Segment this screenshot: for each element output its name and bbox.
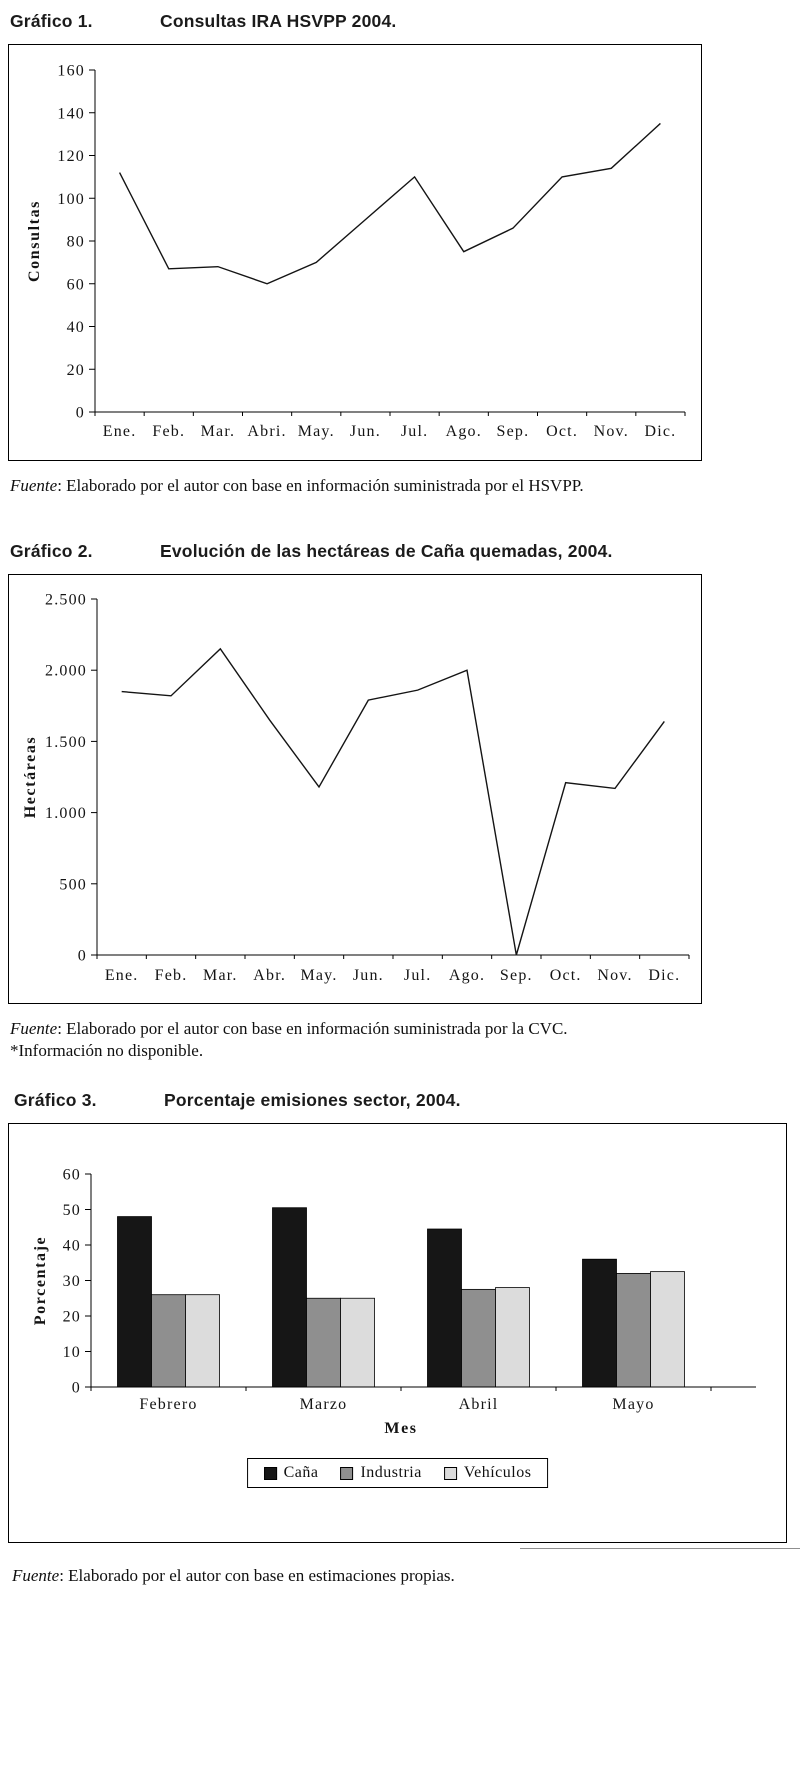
svg-text:2.000: 2.000: [45, 663, 87, 680]
svg-text:1.000: 1.000: [45, 805, 87, 822]
svg-text:May.: May.: [300, 967, 337, 984]
svg-text:120: 120: [57, 148, 85, 165]
svg-text:500: 500: [59, 876, 87, 893]
svg-text:Jun.: Jun.: [353, 967, 384, 984]
legend-item-vehiculos: Vehículos: [443, 1464, 532, 1482]
svg-text:Abr.: Abr.: [253, 967, 286, 984]
hectareas-line-chart-frame: 0 500 1.000 1.500 2.000 2.500 Hectáreas Ene. Feb…: [8, 574, 702, 1004]
legend-label-industria: Industria: [360, 1464, 422, 1481]
svg-text:60: 60: [67, 276, 85, 293]
figure-3: Gráfico 3. Porcentaje emisiones sector, 2…: [0, 1087, 800, 1586]
svg-text:Abri.: Abri.: [247, 423, 286, 440]
svg-text:Mar.: Mar.: [201, 423, 236, 440]
figure-2-title: Evolución de las hectáreas de Caña quema…: [160, 541, 613, 561]
svg-text:0: 0: [76, 405, 85, 422]
legend-swatch-vehiculos: [443, 1466, 457, 1480]
legend-label-vehiculos: Vehículos: [463, 1464, 532, 1481]
figure-1-source-text: : Elaborado por el autor con base en inf…: [57, 476, 584, 495]
svg-text:Ago.: Ago.: [446, 423, 482, 440]
svg-text:Porcentaje: Porcentaje: [32, 1236, 49, 1325]
emisiones-bar-chart-frame: 0 10 20 30 40 50 60 Porcentaje Febrero Marzo Abril…: [8, 1123, 787, 1543]
svg-text:140: 140: [57, 105, 85, 122]
svg-text:Feb.: Feb.: [152, 423, 185, 440]
svg-text:Marzo: Marzo: [300, 1396, 348, 1413]
svg-text:Febrero: Febrero: [139, 1396, 197, 1413]
hectareas-line-chart: 0 500 1.000 1.500 2.000 2.500 Hectáreas Ene. Feb…: [22, 592, 690, 984]
svg-text:40: 40: [63, 1238, 81, 1255]
figure-3-heading: Gráfico 3. Porcentaje emisiones sector, 2…: [14, 1087, 800, 1113]
legend-swatch-cana: [263, 1466, 277, 1480]
chart-legend: Caña Industria Vehículos: [246, 1458, 549, 1488]
figure-3-source-word: Fuente: [12, 1566, 60, 1585]
svg-text:0: 0: [72, 1380, 81, 1397]
svg-text:Mayo: Mayo: [612, 1396, 654, 1413]
svg-text:Hectáreas: Hectáreas: [22, 736, 39, 819]
svg-text:Dic.: Dic.: [648, 967, 680, 984]
svg-text:Jul.: Jul.: [404, 967, 431, 984]
figure-1-title: Consultas IRA HSVPP 2004.: [160, 11, 397, 31]
svg-text:Jun.: Jun.: [350, 423, 381, 440]
svg-text:Oct.: Oct.: [550, 967, 582, 984]
svg-text:2.500: 2.500: [45, 592, 87, 609]
legend-swatch-industria: [340, 1466, 354, 1480]
figure-2-source-text: : Elaborado por el autor con base en inf…: [57, 1019, 568, 1038]
legend-label-cana: Caña: [283, 1464, 319, 1481]
figure-2-source: Fuente: Elaborado por el autor con base …: [10, 1018, 800, 1039]
svg-text:0: 0: [78, 948, 87, 965]
figure-3-source-text: : Elaborado por el autor con base en est…: [59, 1566, 455, 1585]
svg-text:30: 30: [63, 1273, 81, 1290]
svg-text:Nov.: Nov.: [597, 967, 632, 984]
figure-3-source: Fuente: Elaborado por el autor con base …: [12, 1565, 800, 1586]
svg-text:Ene.: Ene.: [103, 423, 137, 440]
figure-1: Gráfico 1. Consultas IRA HSVPP 2004. 0 20 4…: [0, 8, 800, 496]
figure-3-title: Porcentaje emisiones sector, 2004.: [164, 1090, 461, 1110]
svg-text:100: 100: [57, 191, 85, 208]
figure-2-source-word: Fuente: [10, 1019, 58, 1038]
svg-text:Sep.: Sep.: [497, 423, 530, 440]
svg-text:Oct.: Oct.: [546, 423, 578, 440]
svg-text:Sep.: Sep.: [500, 967, 533, 984]
svg-text:Ago.: Ago.: [449, 967, 485, 984]
legend-item-industria: Industria: [340, 1464, 421, 1482]
svg-text:20: 20: [63, 1309, 81, 1326]
svg-text:60: 60: [63, 1167, 81, 1184]
figure-1-source: Fuente: Elaborado por el autor con base …: [10, 475, 800, 496]
footer-rule: [520, 1548, 800, 1549]
figure-1-heading: Gráfico 1. Consultas IRA HSVPP 2004.: [10, 8, 800, 34]
figure-2-footnote: *Información no disponible.: [10, 1041, 204, 1060]
svg-text:20: 20: [67, 362, 85, 379]
figure-2-heading: Gráfico 2. Evolución de las hectáreas de …: [10, 538, 800, 564]
svg-text:Mar.: Mar.: [203, 967, 238, 984]
svg-text:10: 10: [63, 1344, 81, 1361]
figure-1-label: Gráfico 1.: [10, 11, 93, 31]
svg-text:Feb.: Feb.: [155, 967, 188, 984]
svg-text:Jul.: Jul.: [401, 423, 428, 440]
legend-item-cana: Caña: [263, 1464, 319, 1482]
svg-text:Ene.: Ene.: [105, 967, 139, 984]
svg-text:Dic.: Dic.: [644, 423, 676, 440]
svg-text:160: 160: [57, 63, 85, 80]
svg-text:Consultas: Consultas: [26, 200, 43, 282]
figure-1-source-word: Fuente: [10, 476, 58, 495]
consultas-line-chart: 0 20 40 60 80 100 120 140 160 Consultas Ene. Feb. Ma…: [26, 63, 686, 440]
svg-text:40: 40: [67, 319, 85, 336]
svg-text:80: 80: [67, 234, 85, 251]
figure-2: Gráfico 2. Evolución de las hectáreas de …: [0, 538, 800, 1061]
figure-3-label: Gráfico 3.: [14, 1090, 97, 1110]
figure-2-label: Gráfico 2.: [10, 541, 93, 561]
svg-text:Nov.: Nov.: [594, 423, 629, 440]
svg-text:1.500: 1.500: [45, 734, 87, 751]
svg-text:May.: May.: [298, 423, 335, 440]
svg-text:50: 50: [63, 1202, 81, 1219]
svg-text:Abril: Abril: [459, 1396, 499, 1413]
emisiones-bar-chart: 0 10 20 30 40 50 60 Porcentaje Febrero Marzo Abril…: [32, 1167, 756, 1437]
consultas-line-chart-frame: 0 20 40 60 80 100 120 140 160 Consultas Ene. Feb. Ma…: [8, 44, 702, 461]
svg-text:Mes: Mes: [384, 1420, 417, 1437]
